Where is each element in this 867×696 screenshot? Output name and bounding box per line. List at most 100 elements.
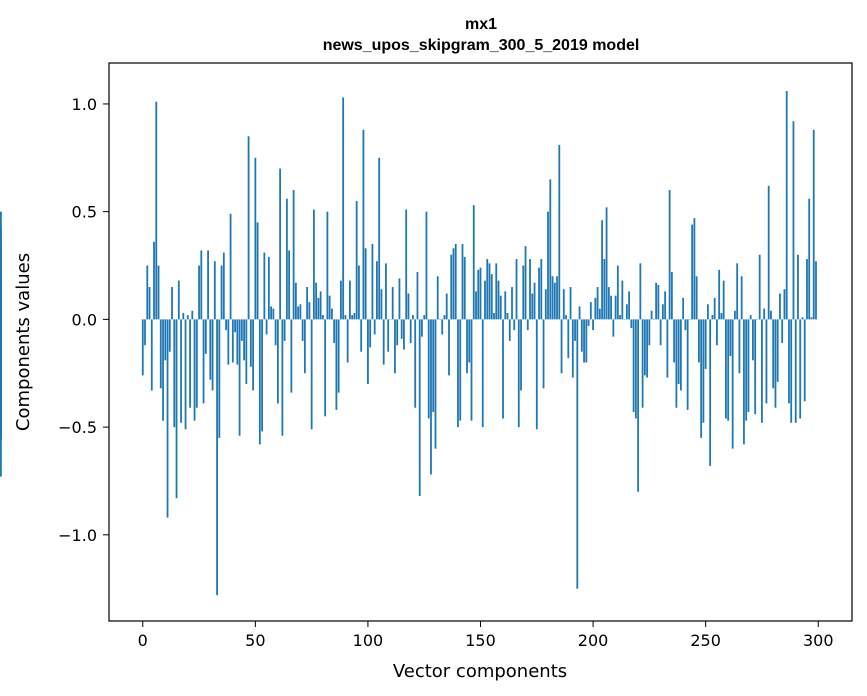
- bar-undefined: [0, 297, 2, 320]
- bar-284: [781, 319, 784, 344]
- bar-270: [749, 315, 752, 320]
- bar-113: [396, 319, 399, 346]
- bar-114: [398, 278, 401, 320]
- bar-165: [513, 319, 516, 331]
- bar-199: [589, 302, 592, 320]
- bar-49: [252, 319, 254, 391]
- bar-21: [189, 319, 191, 408]
- bar-3: [148, 287, 151, 320]
- bar-59: [274, 319, 277, 346]
- x-tick-label-150: 150: [465, 631, 496, 650]
- bar-120: [412, 315, 414, 320]
- bar-264: [736, 263, 739, 320]
- bar-256: [718, 269, 721, 320]
- bar-257: [720, 312, 723, 320]
- bar-5: [153, 241, 155, 320]
- bar-234: [668, 190, 671, 320]
- bar-197: [585, 319, 588, 363]
- bar-6: [155, 101, 158, 320]
- bar-129: [432, 319, 435, 413]
- bar-16: [177, 280, 180, 320]
- bar-52: [258, 319, 261, 445]
- chart-title-line-2: news_upos_skipgram_300_5_2019 model: [323, 37, 640, 54]
- bar-70: [299, 304, 302, 320]
- bar-277: [765, 319, 768, 404]
- bar-247: [698, 319, 700, 363]
- bar-66: [290, 319, 293, 393]
- bar-123: [418, 319, 421, 497]
- bar-77: [315, 282, 318, 320]
- bar-111: [391, 287, 394, 320]
- bar-31: [211, 319, 214, 391]
- bar-202: [596, 287, 599, 320]
- bar-296: [808, 198, 811, 320]
- bar-107: [382, 319, 385, 365]
- bar-258: [722, 280, 725, 320]
- bar-74: [308, 302, 311, 320]
- bar-41: [234, 319, 236, 333]
- bar-195: [580, 319, 583, 352]
- bar-82: [326, 211, 329, 320]
- bar-undefined: [0, 319, 2, 322]
- bar-251: [707, 304, 709, 320]
- bar-285: [783, 289, 786, 320]
- bar-192: [574, 319, 576, 341]
- bar-104: [376, 261, 378, 320]
- bar-223: [643, 319, 646, 376]
- bar-87: [337, 319, 340, 393]
- bar-172: [529, 259, 531, 320]
- bar-155: [490, 274, 493, 320]
- y-tick-label-1: −0.5: [58, 418, 97, 437]
- bar-93: [351, 315, 354, 320]
- y-tick-label-0: −1.0: [58, 526, 97, 545]
- bar-80: [321, 315, 324, 320]
- bar-173: [531, 293, 534, 320]
- bar-160: [502, 319, 504, 419]
- bar-228: [655, 282, 658, 320]
- bar-63: [283, 319, 286, 341]
- bar-254: [713, 297, 716, 320]
- bar-245: [693, 218, 696, 320]
- bar-293: [801, 317, 804, 320]
- bar-297: [810, 317, 813, 320]
- bar-85: [333, 319, 336, 344]
- bar-232: [664, 291, 667, 320]
- bar-203: [598, 308, 601, 320]
- bar-236: [673, 319, 676, 363]
- x-tick-label-0: 0: [138, 631, 148, 650]
- bar-56: [267, 256, 270, 320]
- bar-92: [349, 280, 351, 320]
- bar-286: [785, 91, 788, 320]
- bar-179: [544, 289, 547, 320]
- bar-294: [803, 319, 806, 402]
- bar-19: [184, 319, 187, 430]
- bar-133: [441, 319, 444, 335]
- y-tick-label-2: 0.0: [72, 310, 97, 329]
- bar-43: [238, 319, 241, 436]
- bar-78: [317, 297, 320, 320]
- bar-204: [601, 220, 603, 320]
- bar-168: [520, 319, 522, 391]
- bar-115: [400, 319, 403, 339]
- bar-183: [553, 282, 556, 320]
- bar-57: [270, 306, 273, 320]
- bar-268: [745, 319, 748, 421]
- bar-248: [700, 319, 703, 438]
- bar-42: [236, 319, 239, 365]
- bar-275: [761, 319, 763, 423]
- bar-181: [549, 179, 552, 320]
- bar-135: [445, 293, 448, 320]
- bar-287: [788, 319, 790, 404]
- bar-143: [463, 256, 466, 320]
- bar-298: [812, 129, 815, 320]
- bar-288: [790, 319, 793, 423]
- bar-229: [657, 284, 660, 320]
- y-axis-label: Components values: [13, 253, 34, 431]
- bar-9: [162, 319, 164, 421]
- bar-141: [459, 319, 462, 421]
- bar-266: [740, 276, 743, 320]
- bar-51: [256, 222, 259, 320]
- bar-212: [619, 315, 621, 320]
- bar-209: [612, 319, 615, 337]
- bar-271: [752, 319, 754, 361]
